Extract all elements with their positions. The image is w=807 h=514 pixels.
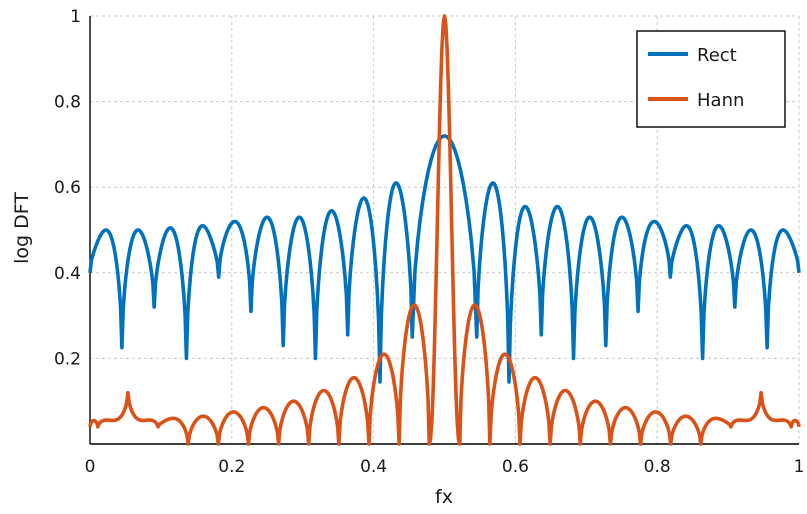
legend-label-hann: Hann (697, 90, 744, 111)
y-tick-label: 0.4 (54, 264, 81, 284)
series-layer (88, 14, 801, 446)
tick-labels: 0 0.2 0.4 0.6 0.8 1 0.2 0.4 0.6 0.8 1 (54, 7, 804, 477)
y-axis-label: log DFT (11, 192, 33, 264)
y-tick-label: 0.8 (54, 93, 81, 113)
series-line-rect (88, 134, 801, 384)
series-line-hann (88, 14, 801, 446)
legend-box (636, 30, 786, 128)
x-tick-label: 0.2 (218, 457, 245, 477)
y-tick-label: 0.2 (54, 349, 81, 369)
x-tick-label: 1 (794, 457, 805, 477)
plot-frame (89, 16, 799, 445)
y-tick-label: 0.6 (54, 178, 81, 198)
x-tick-label: 0 (85, 457, 96, 477)
legend-label-rect: Rect (697, 45, 737, 66)
x-tick-label: 0.4 (360, 457, 387, 477)
x-tick-label: 0.8 (644, 457, 671, 477)
legend: Rect Hann (636, 30, 786, 128)
x-tick-label: 0.6 (502, 457, 529, 477)
y-tick-label: 1 (70, 7, 81, 27)
x-axis-label: fx (435, 486, 453, 508)
